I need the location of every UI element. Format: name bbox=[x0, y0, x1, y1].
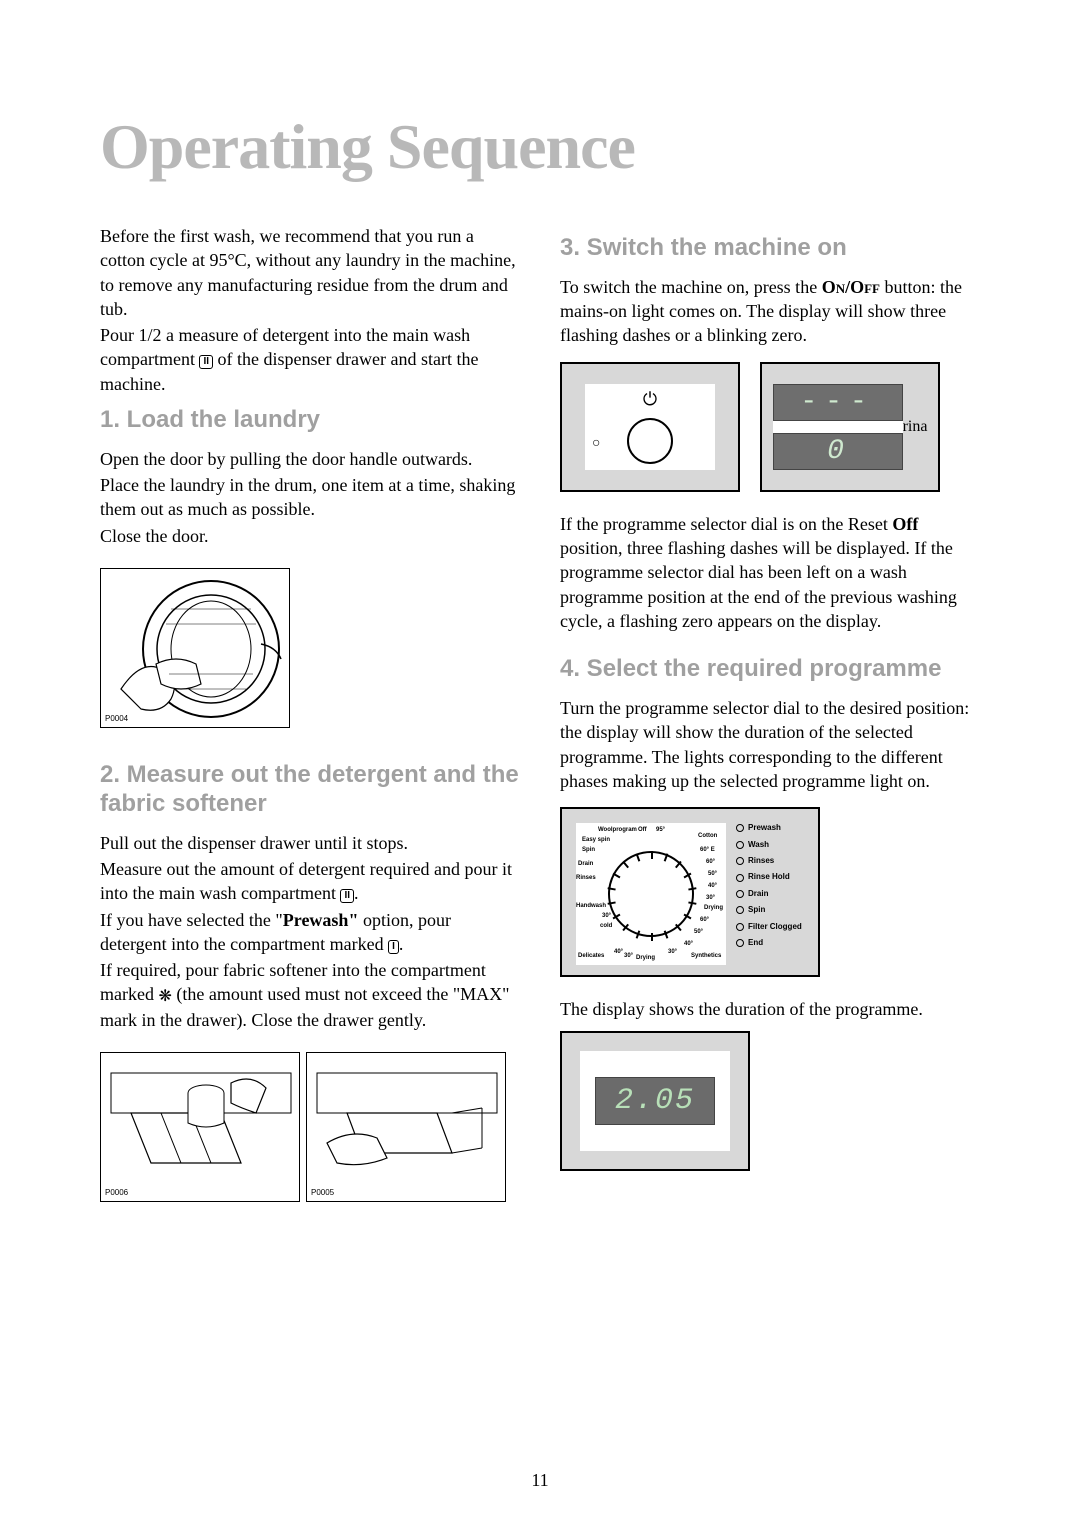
dial-label-40s: 40° bbox=[684, 941, 693, 947]
programme-dial bbox=[608, 851, 694, 937]
duration-inner: 2.05 bbox=[580, 1051, 730, 1151]
section-4-body-2: The display shows the duration of the pr… bbox=[560, 997, 980, 1021]
phase-leds: Prewash Wash Rinses Rinse Hold Drain Spi… bbox=[736, 823, 806, 954]
figure-tag: P0006 bbox=[105, 1188, 128, 1197]
s1-p2: Place the laundry in the drum, one item … bbox=[100, 473, 520, 522]
dial-label-easy: Easy spin bbox=[582, 837, 610, 843]
s1-p1: Open the door by pulling the door handle… bbox=[100, 447, 520, 471]
figure-tag: P0005 bbox=[311, 1188, 334, 1197]
figure-load-laundry: P0004 bbox=[100, 568, 290, 728]
drum-illustration bbox=[101, 569, 290, 728]
right-column: 3. Switch the machine on To switch the m… bbox=[560, 224, 980, 1220]
dial-label-cotton: Cotton bbox=[698, 833, 717, 839]
prewash-icon: I bbox=[388, 940, 399, 954]
intro-p2: Pour 1/2 a measure of detergent into the… bbox=[100, 323, 520, 396]
main-wash-icon: II bbox=[199, 355, 213, 369]
page: Operating Sequence Before the first wash… bbox=[0, 0, 1080, 1527]
dial-label-60: 60° bbox=[706, 859, 715, 865]
s2-p1: Pull out the dispenser drawer until it s… bbox=[100, 831, 520, 855]
section-4-body-1: Turn the programme selector dial to the … bbox=[560, 696, 980, 793]
figure-drawer-pour: P0006 bbox=[100, 1052, 300, 1202]
onoff-button-circle bbox=[627, 418, 673, 464]
duration-display: 2.05 bbox=[595, 1077, 715, 1125]
display-panel: --- 0 rina bbox=[760, 362, 940, 492]
dial-label-40d: 40° bbox=[614, 949, 623, 955]
programme-dial-panel: Off 95° Woolprogram Easy spin Spin Drain… bbox=[560, 807, 820, 977]
led-filter: Filter Clogged bbox=[736, 922, 806, 932]
drawer-pour-illustration bbox=[101, 1053, 300, 1202]
dial-area: Off 95° Woolprogram Easy spin Spin Drain… bbox=[576, 823, 726, 965]
dial-label-30s: 30° bbox=[668, 949, 677, 955]
mains-light-icon: ○ bbox=[592, 436, 600, 452]
panel-row-switch-on: ⏻ ○ --- 0 rina bbox=[560, 362, 980, 492]
dial-label-30d: 30° bbox=[624, 953, 633, 959]
s3-p1: To switch the machine on, press the On/O… bbox=[560, 275, 980, 348]
panel-row-programme: Off 95° Woolprogram Easy spin Spin Drain… bbox=[560, 807, 980, 977]
dial-label-drying: Drying bbox=[636, 955, 655, 961]
led-rinse-hold: Rinse Hold bbox=[736, 872, 806, 882]
section-2-heading: 2. Measure out the detergent and the fab… bbox=[100, 761, 520, 819]
softener-icon: ❋ bbox=[158, 988, 171, 1005]
page-number: 11 bbox=[531, 1470, 548, 1491]
dial-label-off: Off bbox=[638, 827, 647, 833]
section-3-heading: 3. Switch the machine on bbox=[560, 234, 980, 263]
dial-label-30h: 30° bbox=[602, 913, 611, 919]
led-drain: Drain bbox=[736, 889, 806, 899]
led-spin: Spin bbox=[736, 905, 806, 915]
dial-label-handwash: Handwash bbox=[576, 903, 606, 909]
content-columns: Before the first wash, we recommend that… bbox=[100, 224, 980, 1220]
section-2-body: Pull out the dispenser drawer until it s… bbox=[100, 831, 520, 1033]
section-3-body-1: To switch the machine on, press the On/O… bbox=[560, 275, 980, 348]
s3-p2: If the programme selector dial is on the… bbox=[560, 512, 980, 633]
s2-p4: If required, pour fabric softener into t… bbox=[100, 958, 520, 1032]
display-inner: --- 0 bbox=[773, 384, 903, 470]
main-wash-icon: II bbox=[340, 889, 354, 903]
section-1-body: Open the door by pulling the door handle… bbox=[100, 447, 520, 548]
dial-label-50: 50° bbox=[708, 871, 717, 877]
led-end: End bbox=[736, 938, 806, 948]
s2-p2: Measure out the amount of detergent requ… bbox=[100, 857, 520, 906]
intro-block: Before the first wash, we recommend that… bbox=[100, 224, 520, 396]
left-column: Before the first wash, we recommend that… bbox=[100, 224, 520, 1220]
s1-p3: Close the door. bbox=[100, 524, 520, 548]
s4-p2: The display shows the duration of the pr… bbox=[560, 997, 980, 1021]
display-zero: 0 bbox=[773, 433, 903, 470]
dial-label-50s: 50° bbox=[694, 929, 703, 935]
dial-label-spin: Spin bbox=[582, 847, 595, 853]
power-icon: ⏻ bbox=[643, 389, 657, 410]
figure-tag: P0004 bbox=[105, 714, 128, 723]
dial-label-40: 40° bbox=[708, 883, 717, 889]
section-1-heading: 1. Load the laundry bbox=[100, 406, 520, 435]
section-4-heading: 4. Select the required programme bbox=[560, 655, 980, 684]
figure-drawer-close: P0005 bbox=[306, 1052, 506, 1202]
dial-label-cold: cold bbox=[600, 923, 612, 929]
led-prewash: Prewash bbox=[736, 823, 806, 833]
led-rinses: Rinses bbox=[736, 856, 806, 866]
dial-label-drain: Drain bbox=[578, 861, 593, 867]
dial-label-drying2: Drying bbox=[704, 905, 723, 911]
onoff-panel: ⏻ ○ bbox=[560, 362, 740, 492]
figure-row-drawer: P0006 P0005 bbox=[100, 1042, 520, 1220]
dial-label-rinses: Rinses bbox=[576, 875, 596, 881]
dial-label-wool: Woolprogram bbox=[598, 827, 637, 833]
intro-p1: Before the first wash, we recommend that… bbox=[100, 224, 520, 321]
display-dashes: --- bbox=[773, 384, 903, 421]
s2-p3: If you have selected the "Prewash" optio… bbox=[100, 908, 520, 957]
dial-label-60e: 60° E bbox=[700, 847, 715, 853]
duration-panel: 2.05 bbox=[560, 1031, 750, 1171]
dial-label-synthetics: Synthetics bbox=[691, 953, 721, 959]
s4-p1: Turn the programme selector dial to the … bbox=[560, 696, 980, 793]
drawer-close-illustration bbox=[307, 1053, 506, 1202]
onoff-inner: ⏻ bbox=[585, 384, 715, 470]
led-wash: Wash bbox=[736, 840, 806, 850]
dial-label-95: 95° bbox=[656, 827, 665, 833]
page-title: Operating Sequence bbox=[100, 110, 980, 184]
dial-label-30: 30° bbox=[706, 895, 715, 901]
dial-label-delicates: Delicates bbox=[578, 953, 604, 959]
section-3-body-2: If the programme selector dial is on the… bbox=[560, 512, 980, 633]
dial-label-60s: 60° bbox=[700, 917, 709, 923]
